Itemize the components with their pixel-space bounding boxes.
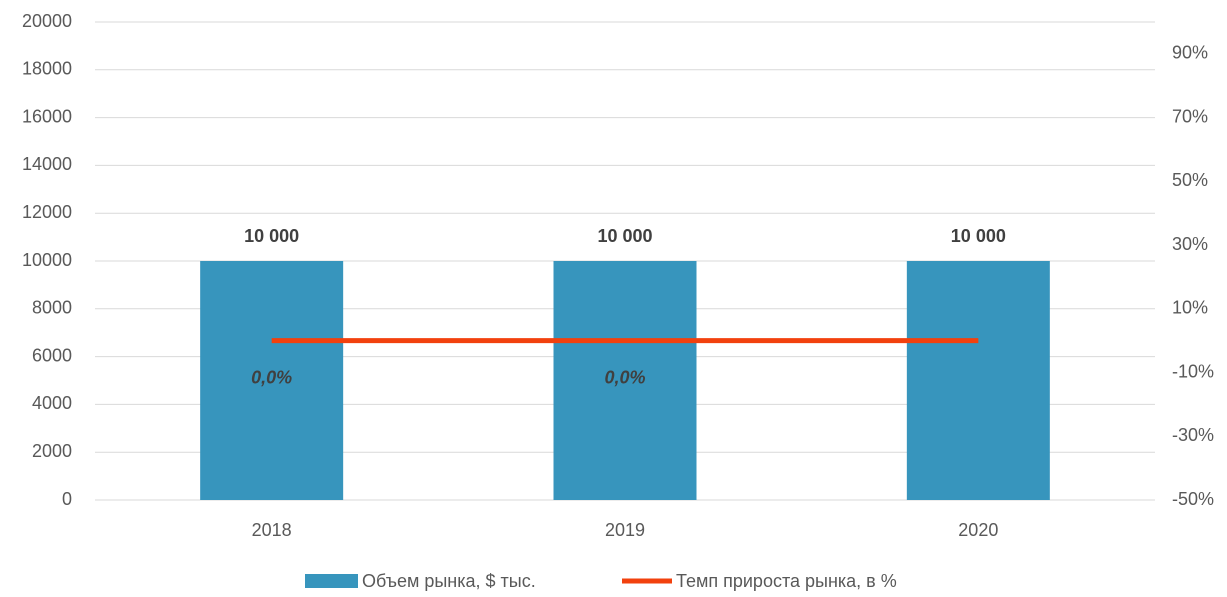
y-tick-label: 2000 — [32, 441, 72, 461]
y2-tick-label: -30% — [1172, 425, 1214, 445]
x-tick-label: 2018 — [252, 520, 292, 540]
legend-swatch — [305, 574, 358, 588]
y2-tick-label: 50% — [1172, 170, 1208, 190]
bar-value-label: 10 000 — [597, 226, 652, 246]
y-tick-label: 16000 — [22, 106, 72, 126]
bar — [200, 261, 344, 500]
x-tick-label: 2020 — [958, 520, 998, 540]
y-tick-label: 12000 — [22, 202, 72, 222]
y-tick-label: 8000 — [32, 298, 72, 318]
x-tick-label: 2019 — [605, 520, 645, 540]
y-tick-label: 6000 — [32, 345, 72, 365]
legend-label: Темп прироста рынка, в % — [676, 571, 897, 591]
y-tick-label: 18000 — [22, 59, 72, 79]
y2-tick-label: -50% — [1172, 489, 1214, 509]
y-tick-label: 0 — [62, 489, 72, 509]
y-tick-label: 14000 — [22, 154, 72, 174]
legend-label: Объем рынка, $ тыс. — [362, 571, 536, 591]
line-value-label: 0,0% — [604, 367, 645, 387]
bar — [906, 261, 1050, 500]
y2-tick-label: -10% — [1172, 361, 1214, 381]
line-value-label: 0,0% — [251, 367, 292, 387]
y2-tick-label: 70% — [1172, 106, 1208, 126]
y2-tick-label: 90% — [1172, 43, 1208, 63]
y-tick-label: 4000 — [32, 393, 72, 413]
bar-value-label: 10 000 — [951, 226, 1006, 246]
y-tick-label: 10000 — [22, 250, 72, 270]
bar-value-label: 10 000 — [244, 226, 299, 246]
y-tick-label: 20000 — [22, 11, 72, 31]
y2-tick-label: 30% — [1172, 234, 1208, 254]
bar — [553, 261, 697, 500]
y2-tick-label: 10% — [1172, 298, 1208, 318]
